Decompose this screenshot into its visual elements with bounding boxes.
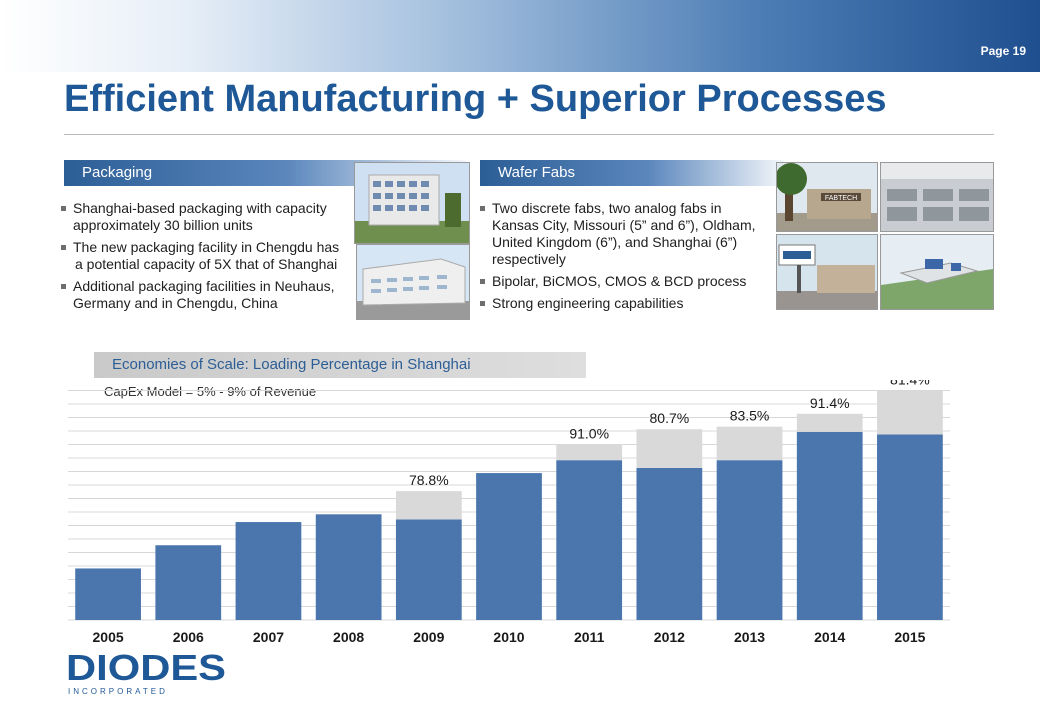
capex-note: CapEx Model = 5% - 9% of Revenue: [104, 384, 317, 399]
bar-capacity: [556, 444, 623, 461]
data-label: 83.5%: [730, 408, 770, 424]
bar-utilized: [716, 460, 783, 620]
packaging-building-photo: [354, 162, 470, 244]
x-tick-label: 2008: [333, 629, 364, 645]
x-tick-label: 2005: [93, 629, 124, 645]
packaging-bullets: Shanghai-based packaging with capacity a…: [60, 200, 352, 317]
packaging-bullet: The new packaging facility in Chengdu ha…: [60, 239, 352, 256]
economies-header: Economies of Scale: Loading Percentage i…: [94, 352, 586, 378]
x-tick-label: 2013: [734, 629, 765, 645]
x-tick-label: 2007: [253, 629, 284, 645]
bar-utilized: [395, 519, 462, 620]
bar-utilized: [796, 431, 863, 620]
bar-utilized: [235, 522, 302, 620]
bar-capacity: [636, 429, 703, 468]
x-tick-label: 2015: [894, 629, 925, 645]
wafer-fabs-bullet: Strong engineering capabilities: [479, 295, 771, 312]
bar-capacity: [716, 426, 783, 461]
bar-utilized: [877, 434, 943, 620]
loading-chart: 78.8%91.0%80.7%83.5%91.4%81.4% 200520062…: [68, 380, 950, 645]
wafer-fabs-bullets: Two discrete fabs, two analog fabs in Ka…: [479, 200, 771, 317]
facility-rendering-photo: [880, 234, 994, 310]
title-divider: [64, 134, 994, 135]
bar-capacity: [395, 491, 462, 520]
data-label: 81.4%: [890, 380, 930, 388]
chart-bars: [75, 390, 943, 620]
fabtech-sign-text: FABTECH: [825, 195, 857, 202]
chart-x-ticks: 2005 2006 2007 2008 2009 2010 2011 2012 2013 2014…: [93, 629, 926, 645]
bar-capacity: [877, 390, 943, 435]
packaging-bullet: Additional packaging facilities in Neuha…: [60, 278, 352, 312]
x-tick-label: 2009: [413, 629, 444, 645]
x-tick-label: 2011: [574, 629, 605, 645]
diodes-fab-photo: [776, 234, 878, 310]
x-tick-label: 2012: [654, 629, 685, 645]
fabtech-building-photo: FABTECH: [776, 162, 878, 232]
bar-utilized: [476, 473, 542, 620]
x-tick-label: 2010: [493, 629, 524, 645]
data-label: 91.4%: [810, 395, 850, 411]
chengdu-facility-photo: [356, 244, 470, 320]
x-tick-label: 2006: [173, 629, 204, 645]
data-label: 78.8%: [409, 472, 449, 488]
packaging-bullet-continued: a potential capacity of 5X that of Shang…: [75, 256, 338, 272]
diodes-logo: DIODES INCORPORATED: [66, 650, 226, 696]
page-title: Efficient Manufacturing + Superior Proce…: [64, 78, 887, 120]
packaging-bullet: Shanghai-based packaging with capacity a…: [60, 200, 352, 234]
bar-utilized: [556, 460, 623, 620]
bar-utilized: [75, 568, 141, 620]
wafer-fabs-bullet: Two discrete fabs, two analog fabs in Ka…: [479, 200, 771, 268]
bar-utilized: [315, 514, 382, 620]
header-banner: [0, 0, 1040, 72]
svg-text:DIODES: DIODES: [66, 650, 226, 688]
data-label: 91.0%: [569, 426, 609, 442]
bar-utilized: [155, 545, 222, 620]
chart-data-labels: 78.8% 91.0% 80.7% 83.5% 91.4% 81.4%: [409, 380, 930, 488]
wafer-fabs-bullet: Bipolar, BiCMOS, CMOS & BCD process: [479, 273, 771, 290]
bar-utilized: [636, 467, 703, 620]
page-number: Page 19: [980, 44, 1026, 58]
bar-capacity: [796, 413, 863, 432]
wafer-fabs-header: Wafer Fabs: [480, 160, 784, 186]
x-tick-label: 2014: [814, 629, 845, 645]
cleanroom-photo: [880, 162, 994, 232]
data-label: 80.7%: [650, 410, 690, 426]
svg-text:INCORPORATED: INCORPORATED: [68, 687, 168, 696]
